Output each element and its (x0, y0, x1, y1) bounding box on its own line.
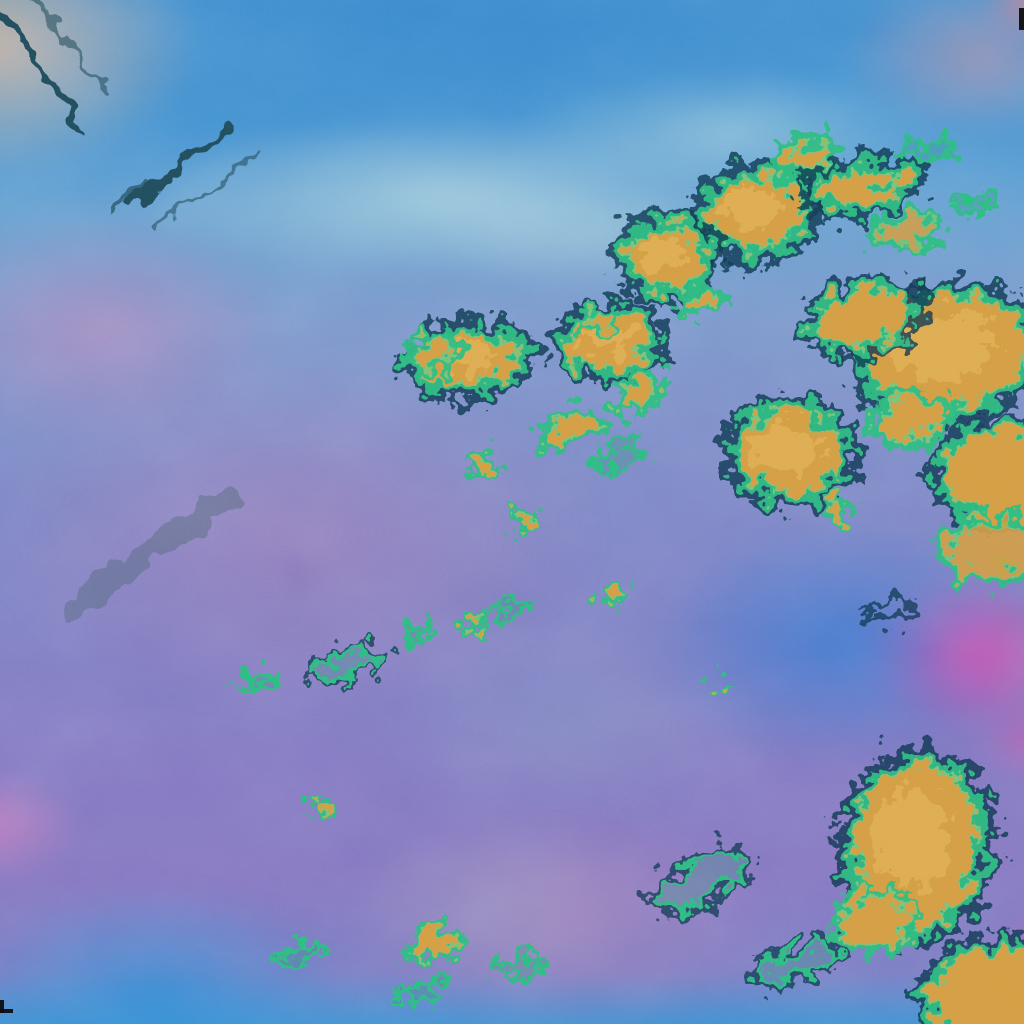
grain-texture (0, 0, 1024, 1024)
cloud-layer (0, 0, 1024, 1024)
satellite-image (0, 0, 1024, 1024)
